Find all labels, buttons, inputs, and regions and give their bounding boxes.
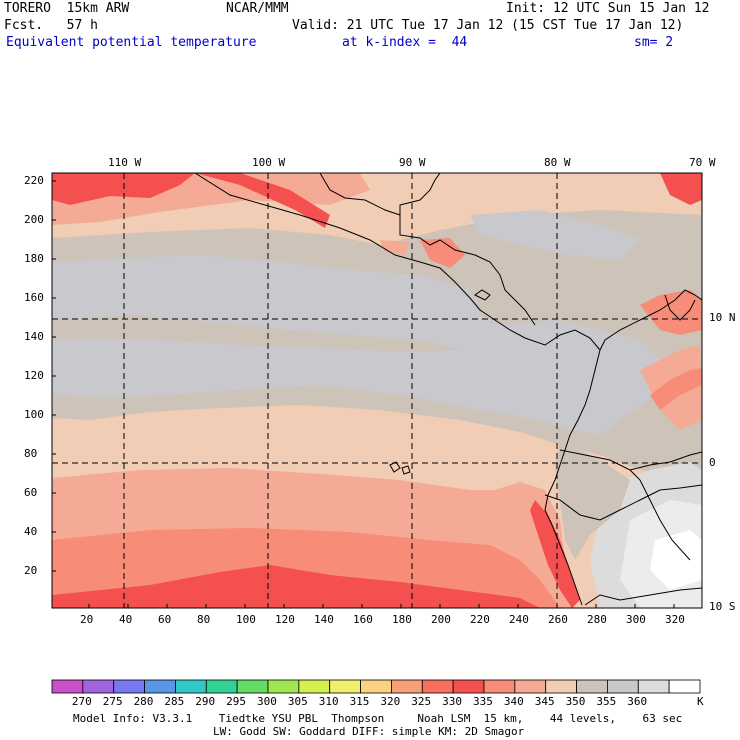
colorbar-label: 325 — [411, 695, 432, 708]
x-tick-label: 180 — [392, 613, 412, 626]
colorbar-swatch — [360, 679, 392, 694]
y-tick-label: 220 — [24, 174, 44, 187]
colorbar-swatch — [267, 679, 300, 694]
colorbar-swatch — [637, 679, 670, 694]
smoothing-info: sm= 2 — [634, 35, 674, 50]
y-tick-label: 120 — [24, 369, 44, 382]
organization: NCAR/MMM — [226, 1, 289, 16]
colorbar-swatch — [144, 679, 176, 694]
lat-label-10s: 10 S — [709, 600, 736, 613]
colorbar-label: 345 — [534, 695, 555, 708]
colorbar-swatch — [576, 679, 608, 694]
colorbar-swatch — [298, 679, 331, 694]
colorbar-swatch — [545, 679, 577, 694]
model-name: TORERO 15km ARW — [4, 1, 130, 16]
latlon-grid — [52, 173, 702, 608]
y-tick-label: 20 — [24, 564, 38, 577]
field-name: Equivalent potential temperature — [6, 35, 257, 50]
colorbar-swatch — [483, 679, 516, 694]
lon-label-100w: 100 W — [252, 156, 286, 169]
colorbar-label: 280 — [133, 695, 154, 708]
colorbar-label: 320 — [380, 695, 401, 708]
x-tick-label: 200 — [431, 613, 451, 626]
colorbar-label: 340 — [503, 695, 524, 708]
y-tick-label: 200 — [24, 213, 44, 226]
colorbar-swatch — [607, 679, 639, 694]
y-tick-label: 80 — [24, 447, 38, 460]
colorbar-swatch — [82, 679, 115, 694]
lat-label-10n: 10 N — [709, 311, 736, 324]
init-time: Init: 12 UTC Sun 15 Jan 12 — [506, 1, 710, 16]
x-tick-label: 160 — [353, 613, 373, 626]
colorbar-swatch — [668, 679, 701, 694]
x-tick-label: 280 — [587, 613, 607, 626]
y-tick-label: 140 — [24, 330, 44, 343]
colorbar-label: 330 — [442, 695, 463, 708]
colorbar-unit: K — [697, 695, 704, 708]
x-tick-label: 120 — [275, 613, 295, 626]
colorbar-label: 275 — [102, 695, 123, 708]
plot-frame — [51, 172, 703, 609]
colorbar — [51, 679, 701, 694]
colorbar-swatch — [421, 679, 454, 694]
lon-label-80w: 80 W — [544, 156, 571, 169]
colorbar-label: 350 — [565, 695, 586, 708]
x-tick-label: 80 — [197, 613, 211, 626]
x-tick-label: 260 — [548, 613, 568, 626]
valid-time: Valid: 21 UTC Tue 17 Jan 12 (15 CST Tue … — [292, 18, 684, 33]
colorbar-label: 300 — [257, 695, 277, 708]
colorbar-label: 290 — [195, 695, 216, 708]
x-tick-label: 320 — [665, 613, 685, 626]
x-tick-label: 20 — [80, 613, 94, 626]
axis-ticks — [52, 180, 675, 608]
y-tick-label: 180 — [24, 252, 44, 265]
colorbar-swatch — [175, 679, 207, 694]
y-tick-label: 100 — [24, 408, 44, 421]
x-tick-label: 240 — [509, 613, 529, 626]
lat-label-0: 0 — [709, 456, 716, 469]
colorbar-swatch — [452, 679, 485, 694]
lon-label-70w: 70 W — [689, 156, 716, 169]
x-tick-label: 100 — [236, 613, 256, 626]
x-tick-label: 140 — [314, 613, 334, 626]
colorbar-label: 270 — [71, 695, 92, 708]
x-tick-label: 60 — [158, 613, 172, 626]
colorbar-label: 295 — [226, 695, 247, 708]
lon-label-110w: 110 W — [108, 156, 142, 169]
colorbar-swatch — [236, 679, 269, 694]
colorbar-swatch — [205, 679, 238, 694]
x-tick-label: 300 — [626, 613, 646, 626]
y-tick-label: 60 — [24, 486, 38, 499]
colorbar-swatch — [113, 679, 145, 694]
colorbar-label: 355 — [596, 695, 617, 708]
colorbar-label: 335 — [473, 695, 493, 708]
level-info: at k-index = 44 — [342, 35, 468, 50]
colorbar-swatch — [51, 679, 84, 694]
colorbar-swatch — [514, 679, 547, 694]
colorbar-swatch — [329, 679, 361, 694]
y-tick-label: 40 — [24, 525, 38, 538]
physics-info: LW: Godd SW: Goddard DIFF: simple KM: 2D… — [213, 725, 525, 738]
colorbar-label: 360 — [627, 695, 648, 708]
model-info: Model Info: V3.3.1 Tiedtke YSU PBL Thomp… — [73, 712, 683, 725]
forecast-hour: Fcst. 57 h — [4, 18, 98, 33]
colorbar-label: 310 — [318, 695, 339, 708]
colorbar-label: 315 — [349, 695, 370, 708]
temperature-field — [52, 173, 702, 608]
colorbar-label: 285 — [164, 695, 185, 708]
x-tick-label: 40 — [119, 613, 133, 626]
colorbar-swatch — [391, 679, 423, 694]
lon-label-90w: 90 W — [399, 156, 426, 169]
y-tick-label: 160 — [24, 291, 44, 304]
colorbar-label: 305 — [287, 695, 308, 708]
x-tick-label: 220 — [470, 613, 490, 626]
